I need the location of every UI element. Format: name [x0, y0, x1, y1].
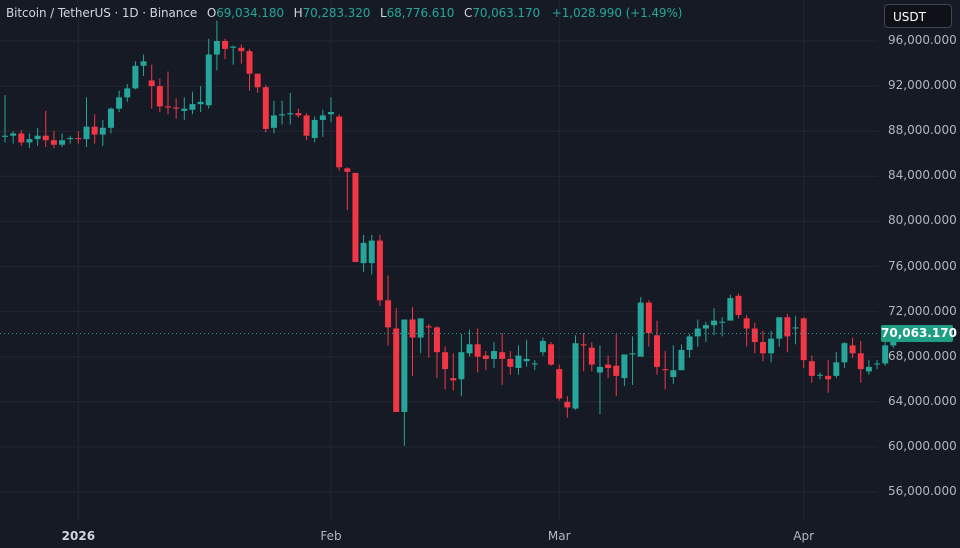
- time-axis-label: 2026: [61, 529, 96, 543]
- price-axis-label: 72,000.000: [888, 303, 957, 318]
- grid-lines: [0, 0, 878, 520]
- close-value: 70,063.170: [472, 6, 541, 20]
- last-price-tag: 70,063.170: [881, 325, 957, 343]
- price-axis-label: 76,000.000: [888, 258, 957, 273]
- symbol-title[interactable]: Bitcoin / TetherUS · 1D · Binance: [6, 6, 198, 20]
- high-value: 70,283.320: [302, 6, 371, 20]
- price-axis-label: 80,000.000: [888, 213, 957, 228]
- close-label: C: [464, 6, 473, 20]
- price-axis-label: 60,000.000: [888, 438, 957, 453]
- price-axis-label: 92,000.000: [888, 78, 957, 93]
- price-axis-label: 56,000.000: [888, 484, 957, 498]
- time-axis-label: Mar: [547, 529, 571, 543]
- price-axis-label: 84,000.000: [888, 168, 957, 183]
- price-axis-label: 88,000.000: [888, 123, 957, 138]
- change-value: +1,028.990 (+1.49%): [551, 6, 683, 20]
- price-axis-label: 68,000.000: [888, 348, 957, 363]
- low-label: L: [380, 6, 387, 20]
- low-value: 68,776.610: [386, 6, 455, 20]
- high-label: H: [293, 6, 303, 20]
- open-value: 69,034.180: [216, 6, 284, 20]
- time-axis-label: Feb: [320, 529, 342, 543]
- price-axis-label: 96,000.000: [888, 33, 957, 47]
- currency-button[interactable]: USDT: [884, 4, 952, 28]
- symbol-legend: Bitcoin / TetherUS · 1D · Binance O69,03…: [6, 6, 682, 20]
- time-axis-label: Apr: [793, 529, 815, 543]
- price-axis-label: 64,000.000: [888, 393, 957, 408]
- open-label: O: [206, 6, 217, 20]
